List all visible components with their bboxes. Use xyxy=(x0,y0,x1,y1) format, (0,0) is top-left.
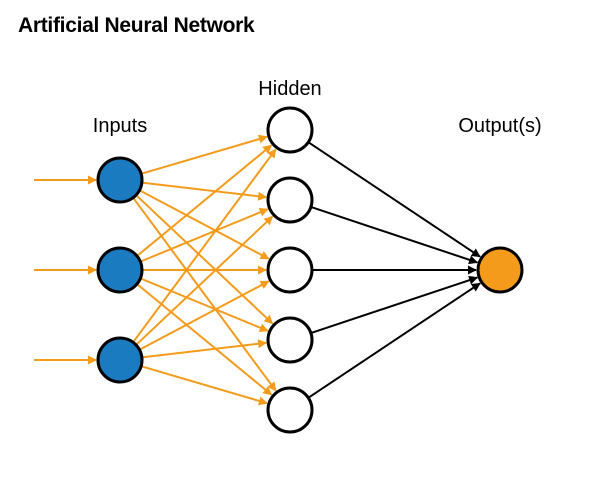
edge xyxy=(142,343,266,358)
hidden-node xyxy=(268,318,312,362)
input-node xyxy=(98,338,142,382)
edge xyxy=(308,142,480,256)
edge xyxy=(141,137,267,174)
edge xyxy=(308,283,480,397)
edge xyxy=(133,149,276,342)
hidden-node xyxy=(268,248,312,292)
network-svg xyxy=(0,0,600,500)
edge xyxy=(311,207,477,262)
output-node xyxy=(478,248,522,292)
input-node xyxy=(98,248,142,292)
hidden-node xyxy=(268,388,312,432)
edge xyxy=(142,183,266,198)
hidden-node xyxy=(268,178,312,222)
hidden-node xyxy=(268,108,312,152)
edge xyxy=(311,278,477,333)
input-node xyxy=(98,158,142,202)
edge xyxy=(141,366,267,403)
edge xyxy=(133,198,276,391)
